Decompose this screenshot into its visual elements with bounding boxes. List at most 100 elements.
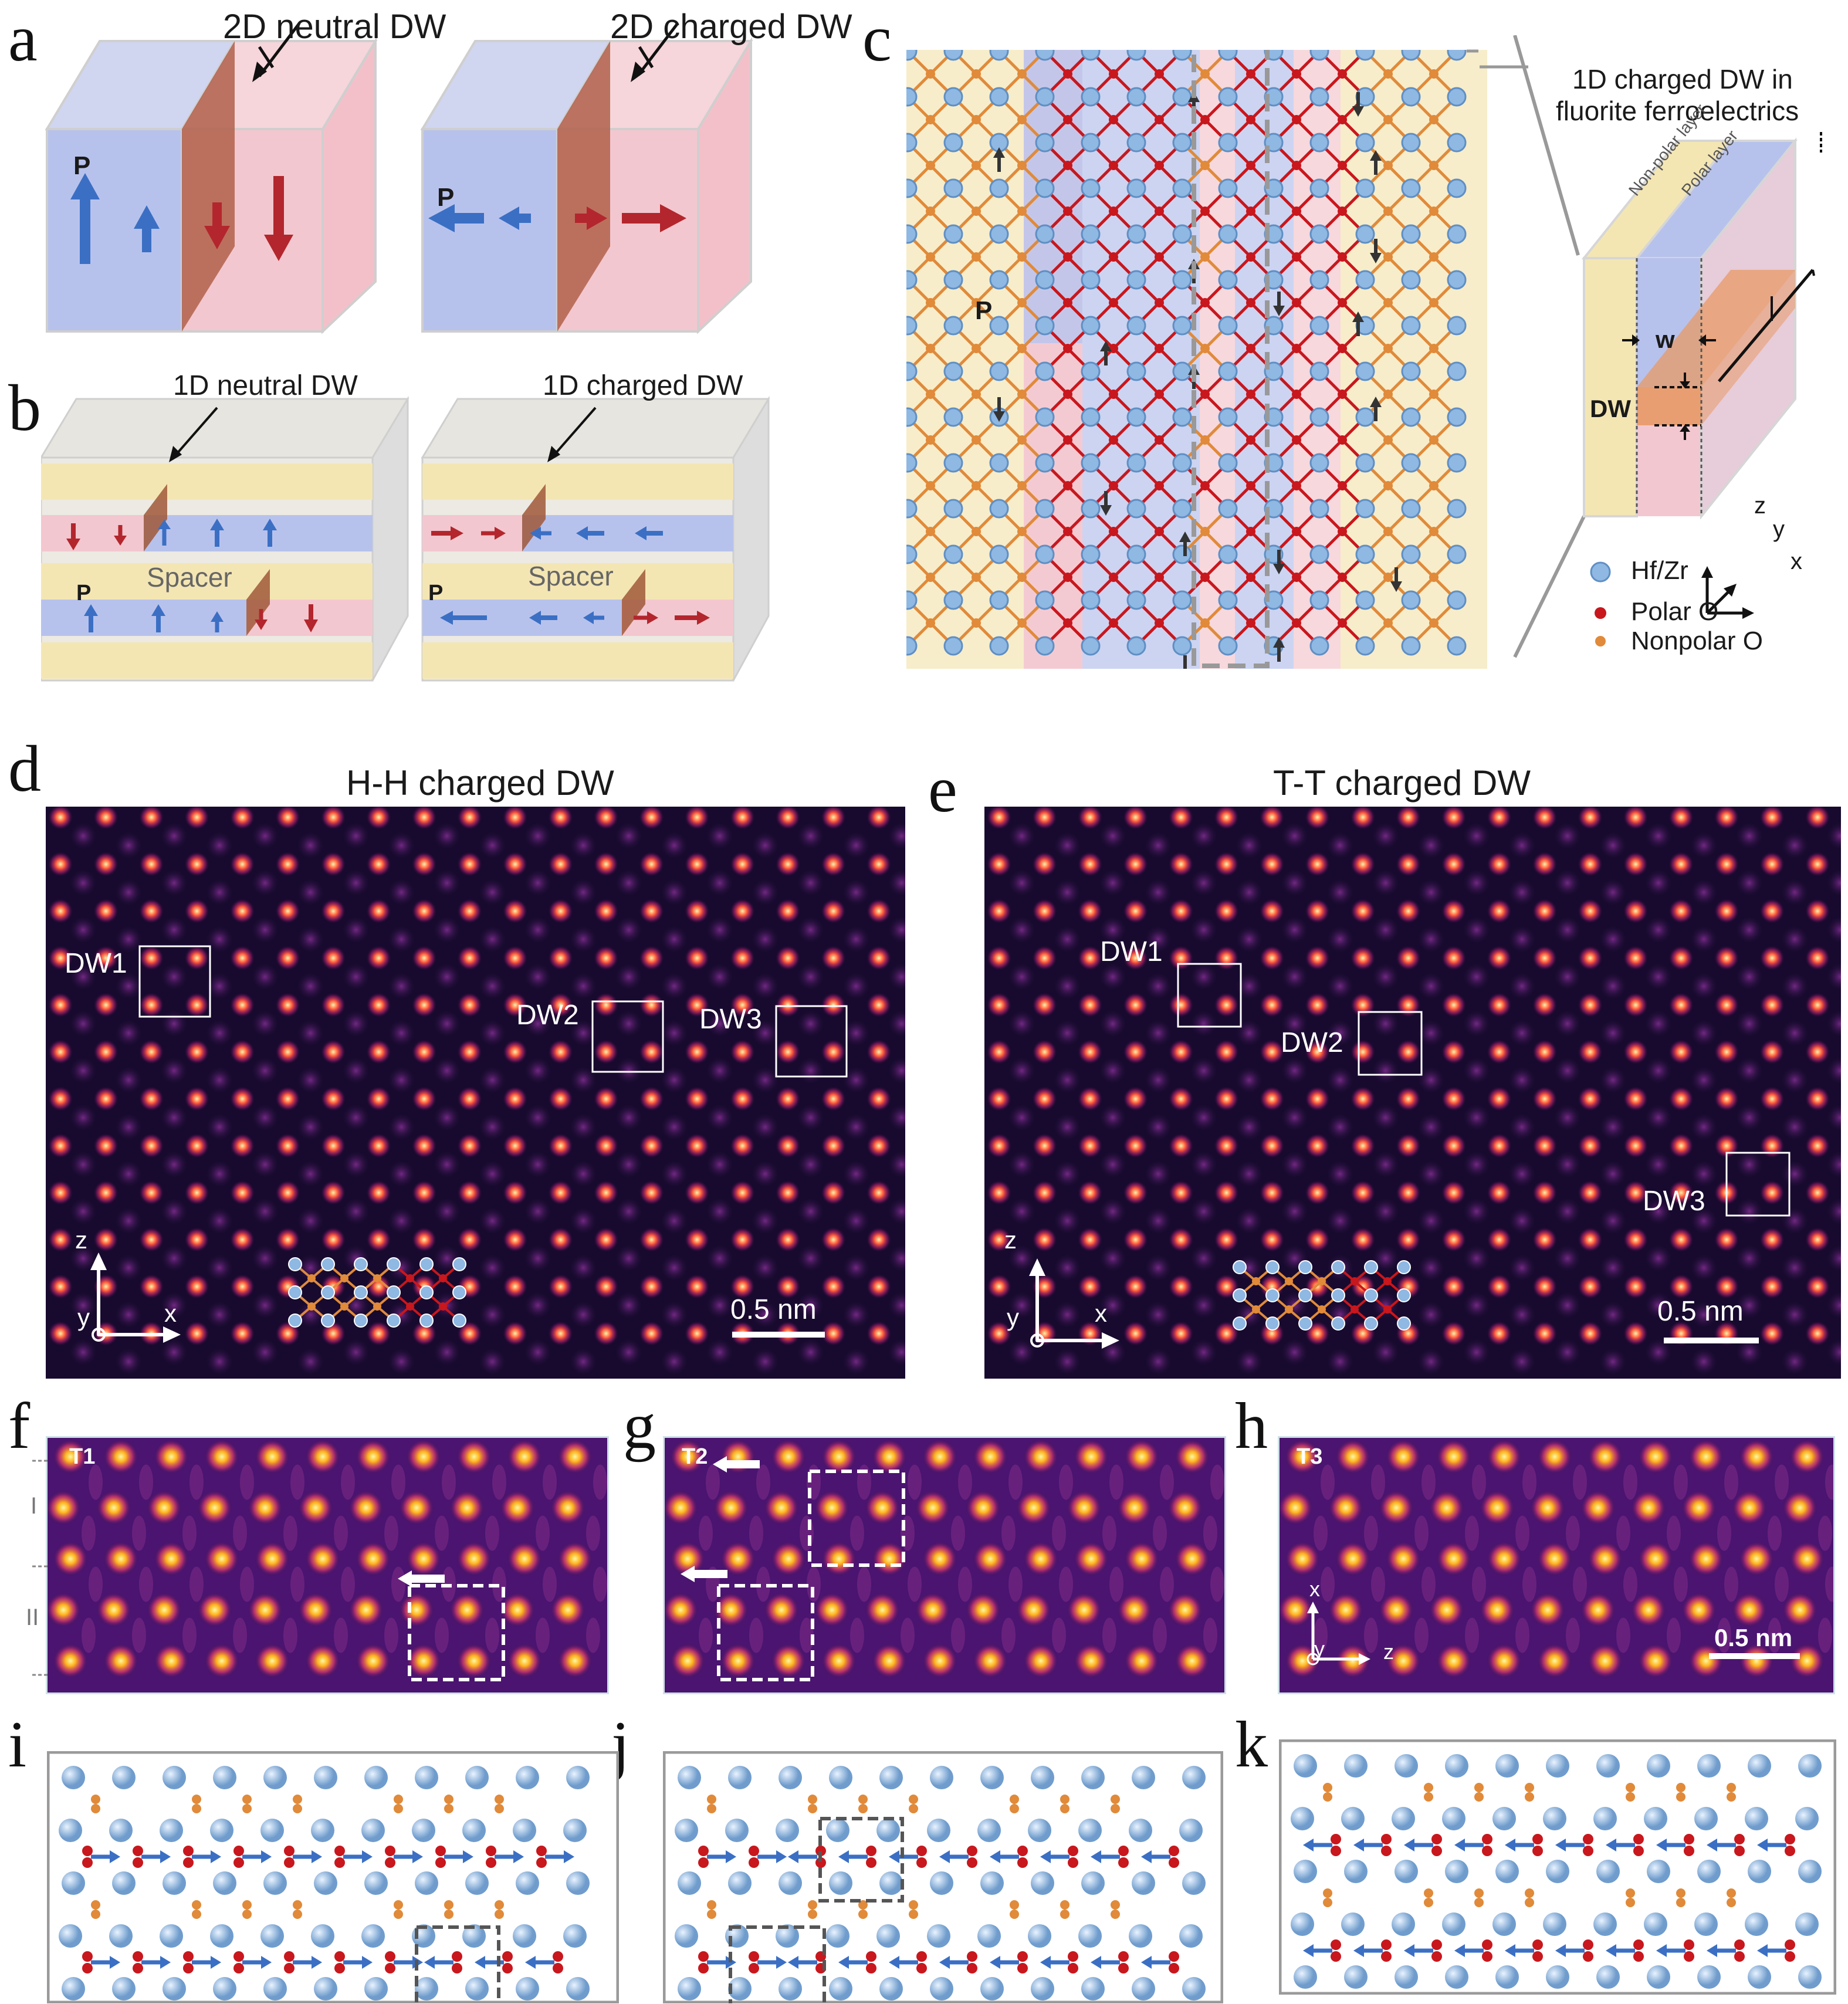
panel-g-stem-image xyxy=(663,1436,1226,1694)
panel-a-p-label-left: P xyxy=(73,151,91,180)
panel-h-scale-label: 0.5 nm xyxy=(1714,1624,1793,1651)
panel-label-d: d xyxy=(8,733,41,805)
axis-gizmo xyxy=(90,1252,181,1343)
charged-dw-cube xyxy=(420,22,753,334)
panel-h-axis-x: x xyxy=(1309,1577,1320,1601)
panel-c-title-1: 1D charged DW in xyxy=(1572,64,1793,94)
panel-f-region-1: I xyxy=(31,1493,38,1519)
polarization-arrow xyxy=(1370,150,1382,175)
polarization-arrow xyxy=(1183,655,1187,669)
panel-label-b: b xyxy=(8,372,41,445)
axis-gizmo xyxy=(1029,1258,1119,1349)
panel-label-i: i xyxy=(8,1708,27,1781)
panel-d-box-label-1: DW1 xyxy=(65,948,127,979)
panel-c-axis-x: x xyxy=(1791,549,1802,574)
charged-1d-dw-stack xyxy=(421,395,770,682)
panel-a-figure xyxy=(45,22,753,334)
panel-b-spacer-left: Spacer xyxy=(147,562,232,593)
lattice-bonds xyxy=(906,50,1458,647)
panel-a-right-title: 2D charged DW xyxy=(610,8,852,46)
model-atoms xyxy=(59,1766,590,2000)
panel-d-box-label-3: DW3 xyxy=(699,1004,762,1035)
panel-h-stem-image xyxy=(1278,1436,1835,1694)
polarization-arrow xyxy=(1100,491,1112,516)
polarization-arrow xyxy=(1179,532,1191,556)
panel-label-f: f xyxy=(8,1390,31,1463)
panel-label-h: h xyxy=(1235,1390,1268,1463)
panel-e-axis-x: x xyxy=(1095,1299,1107,1327)
legend-polar-o-marker xyxy=(1595,607,1606,619)
polarization-arrow xyxy=(1352,92,1364,117)
panel-c-axis-y: y xyxy=(1773,516,1785,542)
model-atoms xyxy=(1291,1754,1822,1989)
panel-a-left-title: 2D neutral DW xyxy=(223,8,446,46)
panel-d-stem-image xyxy=(46,807,905,1379)
panel-i-atomic-model xyxy=(47,1751,619,2003)
panel-c-dw-label: DW xyxy=(1590,395,1631,422)
shift-arrow xyxy=(713,1456,760,1472)
polarization-arrow xyxy=(993,397,1005,422)
dw-box-3 xyxy=(775,1005,848,1078)
legend-hfzr-marker xyxy=(1590,561,1611,583)
dw-box-1 xyxy=(1177,963,1242,1028)
polarization-arrow xyxy=(1273,550,1285,574)
panel-e-axis-z: z xyxy=(1004,1226,1017,1254)
axis-gizmo xyxy=(1307,1602,1370,1666)
stem-atom-columns xyxy=(986,807,1841,1376)
zoom-atom-columns xyxy=(46,1439,607,1678)
polarization-arrow xyxy=(993,147,1005,172)
panel-label-e: e xyxy=(928,753,957,826)
panel-d-scale-label: 0.5 nm xyxy=(730,1294,817,1325)
panel-e-scale-label: 0.5 nm xyxy=(1657,1296,1744,1327)
panel-e-box-label-2: DW2 xyxy=(1281,1027,1343,1058)
panel-d-box-label-2: DW2 xyxy=(516,1000,579,1031)
panel-label-k: k xyxy=(1235,1708,1268,1781)
shift-arrow xyxy=(681,1566,727,1582)
polarization-arrow xyxy=(1352,312,1364,336)
panel-a-p-label-right: P xyxy=(437,183,455,212)
dw-box-3 xyxy=(1725,1152,1791,1217)
panel-b-figure xyxy=(41,395,770,682)
dw-box-1 xyxy=(415,1925,500,2003)
panel-e-title: T-T charged DW xyxy=(1273,763,1531,803)
shift-arrow xyxy=(398,1570,445,1587)
panel-e-stem-image xyxy=(984,807,1841,1379)
legend-polar-o-label: Polar O xyxy=(1631,597,1719,626)
panel-c-w-label: w xyxy=(1656,326,1675,353)
structure-inset xyxy=(1233,1260,1411,1331)
polarization-arrow xyxy=(1390,567,1402,592)
panel-label-g: g xyxy=(623,1390,656,1463)
panel-c-schematic xyxy=(1467,35,1822,658)
panel-d-title: H-H charged DW xyxy=(346,763,614,803)
legend-nonpolar-o-label: Nonpolar O xyxy=(1631,627,1764,655)
panel-b-p-right: P xyxy=(428,581,444,605)
dw-box-2 xyxy=(1358,1011,1423,1076)
panel-k-atomic-model xyxy=(1279,1739,1836,1995)
neutral-dw-cube xyxy=(45,22,378,334)
panel-e-axis-y: y xyxy=(1007,1304,1019,1331)
polarization-arrow xyxy=(1370,239,1382,263)
zoom-atom-columns xyxy=(663,1439,1224,1678)
dw-box-2 xyxy=(729,1925,826,2003)
panel-j-atomic-model xyxy=(663,1751,1223,2003)
panel-label-a: a xyxy=(8,2,38,75)
selection-box xyxy=(1192,50,1270,668)
panel-d-axis-z: z xyxy=(75,1226,87,1254)
panel-b-left-title: 1D neutral DW xyxy=(173,370,358,401)
polarization-arrow xyxy=(1273,637,1285,662)
structure-inset xyxy=(288,1257,466,1328)
panel-b-right-title: 1D charged DW xyxy=(543,370,743,401)
panel-c-title-2: fluorite ferroelectrics xyxy=(1556,96,1799,126)
panel-g-tag: T2 xyxy=(682,1444,708,1469)
panel-h-tag: T3 xyxy=(1297,1444,1323,1469)
neutral-1d-dw-stack xyxy=(41,395,409,682)
panel-c-p-label: P xyxy=(975,296,993,325)
polarization-arrow xyxy=(1370,397,1382,421)
panel-f-tag: T1 xyxy=(69,1444,96,1469)
panel-h-axis-z: z xyxy=(1383,1640,1394,1664)
panel-e-box-label-3: DW3 xyxy=(1643,1186,1705,1217)
panel-label-c: c xyxy=(862,2,892,75)
panel-f-stem-image xyxy=(46,1436,609,1694)
panel-c-lattice xyxy=(906,50,1487,669)
panel-e-box-label-1: DW1 xyxy=(1100,936,1163,967)
